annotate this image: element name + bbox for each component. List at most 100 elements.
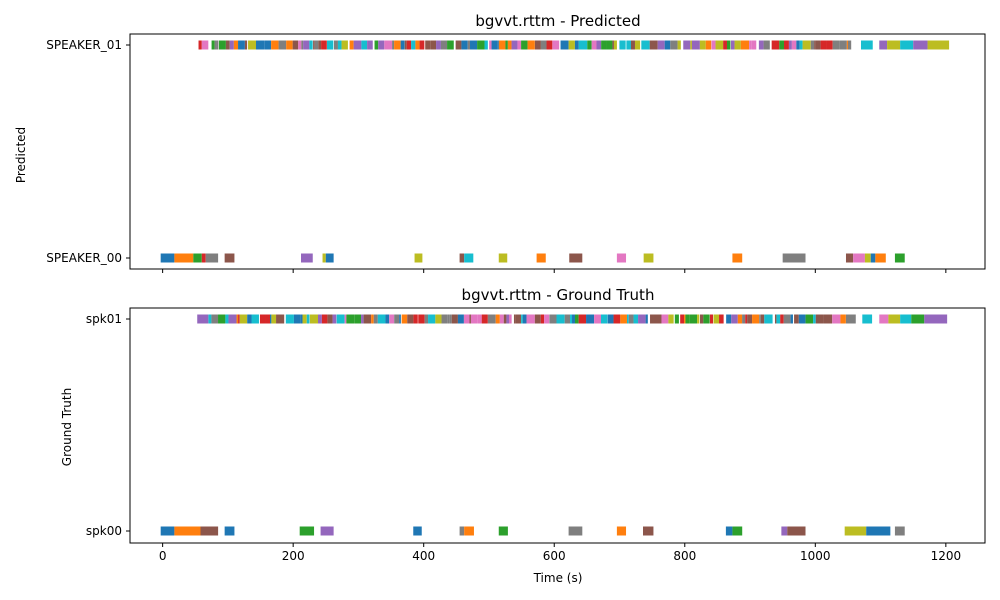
speaker-segment bbox=[749, 40, 752, 50]
x-tick-label: 1200 bbox=[931, 549, 962, 563]
speaker-segment bbox=[447, 314, 450, 324]
speaker-segment bbox=[649, 40, 658, 50]
speaker-segment bbox=[779, 40, 784, 50]
speaker-segment bbox=[845, 253, 854, 263]
x-tick-label: 600 bbox=[543, 549, 566, 563]
speaker-segment bbox=[612, 40, 614, 50]
speaker-segment bbox=[572, 314, 575, 324]
y-tick-label: spk00 bbox=[86, 524, 122, 538]
speaker-segment bbox=[840, 314, 846, 324]
speaker-segment bbox=[298, 40, 302, 50]
speaker-segment bbox=[619, 40, 626, 50]
speaker-segment bbox=[318, 40, 322, 50]
speaker-segment bbox=[424, 314, 429, 324]
speaker-segment bbox=[776, 314, 781, 324]
speaker-segment bbox=[314, 40, 319, 50]
speaker-segment bbox=[449, 314, 452, 324]
speaker-segment bbox=[740, 40, 750, 50]
speaker-segment bbox=[407, 314, 414, 324]
speaker-segment bbox=[353, 40, 362, 50]
speaker-segment bbox=[201, 253, 206, 263]
speaker-segment bbox=[552, 40, 560, 50]
speaker-segment bbox=[732, 526, 743, 536]
speaker-segment bbox=[392, 40, 395, 50]
speaker-segment bbox=[839, 40, 847, 50]
speaker-segment bbox=[406, 40, 412, 50]
speaker-segment bbox=[564, 314, 571, 324]
speaker-segment bbox=[201, 40, 209, 50]
speaker-segment bbox=[758, 40, 764, 50]
speaker-segment bbox=[309, 40, 313, 50]
speaker-segment bbox=[726, 314, 732, 324]
speaker-segment bbox=[276, 314, 285, 324]
speaker-segment bbox=[285, 314, 294, 324]
speaker-segment bbox=[271, 40, 279, 50]
predicted-y-axis-label: Predicted bbox=[14, 127, 28, 183]
speaker-segment bbox=[866, 526, 891, 536]
speaker-segment bbox=[798, 314, 806, 324]
speaker-segment bbox=[879, 314, 889, 324]
speaker-segment bbox=[737, 314, 743, 324]
speaker-segment bbox=[363, 314, 372, 324]
speaker-segment bbox=[815, 40, 821, 50]
speaker-segment bbox=[536, 253, 546, 263]
speaker-segment bbox=[236, 314, 239, 324]
speaker-segment bbox=[498, 526, 508, 536]
speaker-segment bbox=[255, 40, 265, 50]
speaker-segment bbox=[320, 526, 334, 536]
ground-truth-segments bbox=[160, 314, 948, 536]
speaker-segment bbox=[300, 314, 303, 324]
speaker-segment bbox=[325, 253, 334, 263]
speaker-segment bbox=[251, 314, 259, 324]
speaker-segment bbox=[498, 40, 505, 50]
speaker-segment bbox=[507, 40, 512, 50]
speaker-segment bbox=[771, 40, 780, 50]
predicted-panel: bgvvt.rttm - Predicted Predicted SPEAKER… bbox=[14, 12, 986, 273]
speaker-segment bbox=[327, 40, 334, 50]
speaker-segment bbox=[668, 314, 674, 324]
predicted-ticks: SPEAKER_00 SPEAKER_01 bbox=[46, 38, 947, 273]
speaker-segment bbox=[286, 40, 293, 50]
speaker-segment bbox=[270, 314, 272, 324]
speaker-segment bbox=[853, 253, 865, 263]
speaker-segment bbox=[413, 314, 418, 324]
speaker-segment bbox=[385, 314, 390, 324]
speaker-segment bbox=[826, 40, 833, 50]
speaker-segment bbox=[481, 314, 488, 324]
speaker-segment bbox=[491, 40, 498, 50]
x-tick-label: 1000 bbox=[800, 549, 831, 563]
speaker-segment bbox=[238, 314, 240, 324]
speaker-segment bbox=[734, 40, 741, 50]
predicted-title: bgvvt.rttm - Predicted bbox=[475, 12, 640, 30]
speaker-segment bbox=[870, 253, 876, 263]
speaker-segment bbox=[759, 314, 761, 324]
speaker-segment bbox=[160, 526, 175, 536]
speaker-segment bbox=[634, 40, 641, 50]
speaker-segment bbox=[685, 314, 690, 324]
speaker-segment bbox=[613, 40, 617, 50]
speaker-segment bbox=[731, 314, 738, 324]
speaker-segment bbox=[844, 526, 867, 536]
speaker-segment bbox=[711, 40, 716, 50]
speaker-segment bbox=[461, 40, 468, 50]
speaker-segment bbox=[225, 314, 229, 324]
speaker-segment bbox=[509, 314, 512, 324]
speaker-segment bbox=[174, 526, 201, 536]
speaker-segment bbox=[337, 40, 342, 50]
speaker-segment bbox=[742, 314, 746, 324]
ground-truth-y-axis-label: Ground Truth bbox=[60, 388, 74, 466]
speaker-segment bbox=[653, 314, 662, 324]
speaker-segment bbox=[349, 40, 354, 50]
speaker-segment bbox=[327, 314, 333, 324]
speaker-segment bbox=[455, 40, 462, 50]
speaker-segment bbox=[174, 253, 194, 263]
speaker-segment bbox=[411, 40, 416, 50]
speaker-segment bbox=[578, 40, 588, 50]
speaker-segment bbox=[802, 40, 811, 50]
speaker-segment bbox=[499, 314, 504, 324]
speaker-segment bbox=[414, 253, 423, 263]
speaker-segment bbox=[569, 253, 583, 263]
speaker-segment bbox=[705, 40, 712, 50]
speaker-segment bbox=[596, 40, 602, 50]
